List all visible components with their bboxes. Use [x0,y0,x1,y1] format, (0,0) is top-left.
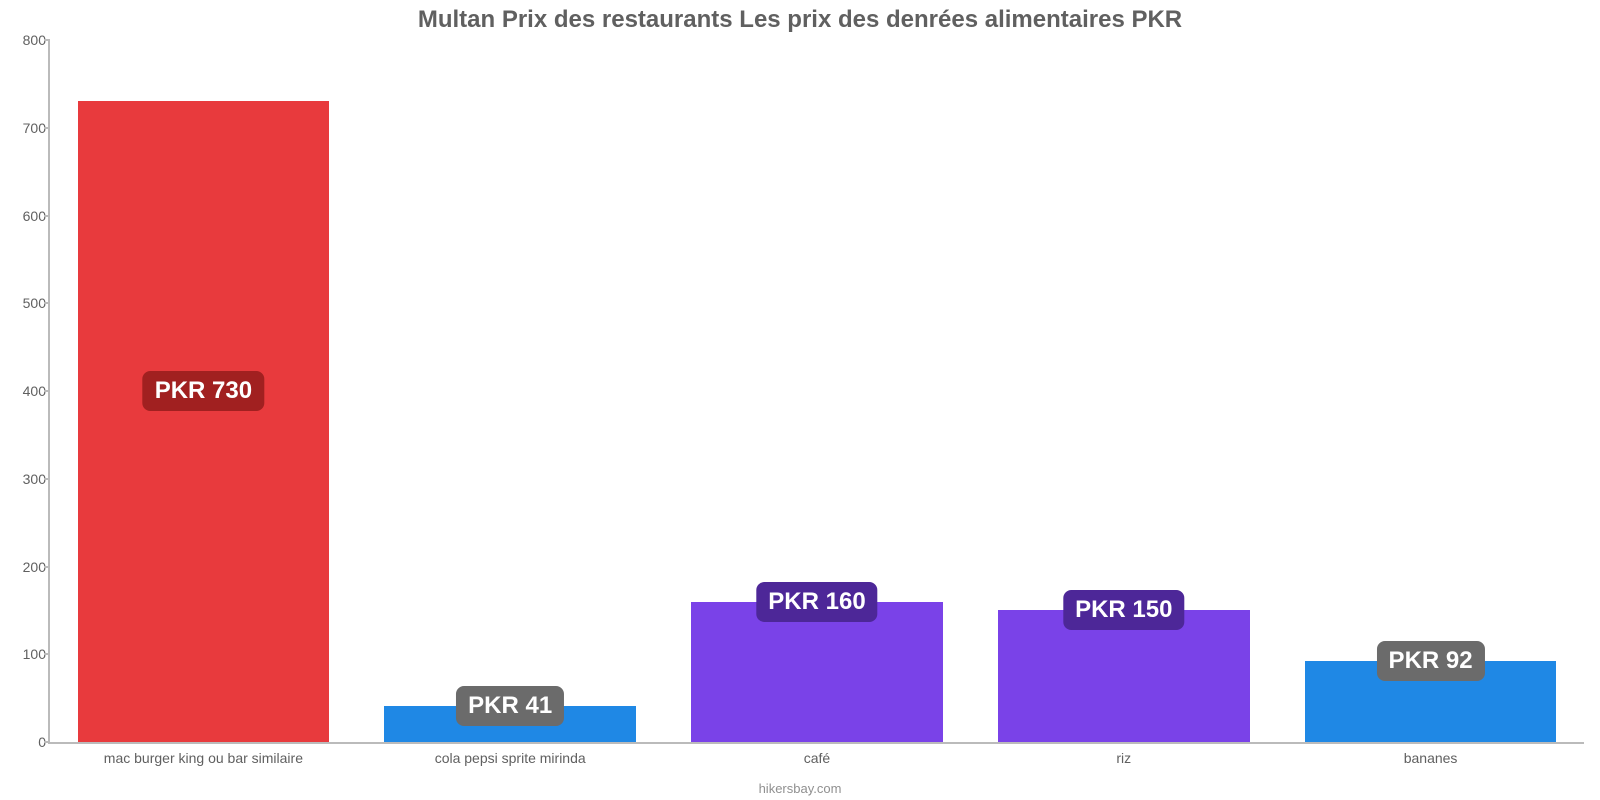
x-tick-label: mac burger king ou bar similaire [50,742,357,766]
y-tick-mark [44,127,50,129]
y-tick-mark [44,741,50,743]
value-badge: PKR 41 [456,686,564,726]
y-tick-mark [44,215,50,217]
value-badge: PKR 92 [1377,641,1485,681]
y-tick-mark [44,653,50,655]
value-badge: PKR 150 [1063,590,1184,630]
bar-slot: PKR 730mac burger king ou bar similaire [50,40,357,742]
y-tick-label: 300 [6,471,46,487]
x-tick-label: bananes [1277,742,1584,766]
source-caption: hikersbay.com [0,781,1600,796]
y-tick-label: 700 [6,120,46,136]
x-tick-label: café [664,742,971,766]
y-tick-label: 400 [6,383,46,399]
bar-slot: PKR 150riz [970,40,1277,742]
bar-slot: PKR 160café [664,40,971,742]
y-tick-mark [44,302,50,304]
y-tick-mark [44,566,50,568]
y-tick-label: 0 [6,734,46,750]
y-tick-mark [44,478,50,480]
chart-title: Multan Prix des restaurants Les prix des… [0,0,1600,34]
x-tick-label: cola pepsi sprite mirinda [357,742,664,766]
x-tick-label: riz [970,742,1277,766]
bar [691,602,943,742]
value-badge: PKR 160 [756,582,877,622]
bar [78,101,330,742]
y-tick-label: 100 [6,646,46,662]
y-tick-label: 600 [6,208,46,224]
y-tick-label: 800 [6,32,46,48]
price-bar-chart: Multan Prix des restaurants Les prix des… [0,0,1600,800]
bar-slot: PKR 92bananes [1277,40,1584,742]
plot-area: PKR 730mac burger king ou bar similaireP… [48,40,1584,744]
bar-slot: PKR 41cola pepsi sprite mirinda [357,40,664,742]
y-tick-mark [44,39,50,41]
y-tick-label: 200 [6,559,46,575]
bars-layer: PKR 730mac burger king ou bar similaireP… [50,40,1584,742]
value-badge: PKR 730 [143,371,264,411]
y-tick-mark [44,390,50,392]
y-tick-label: 500 [6,295,46,311]
